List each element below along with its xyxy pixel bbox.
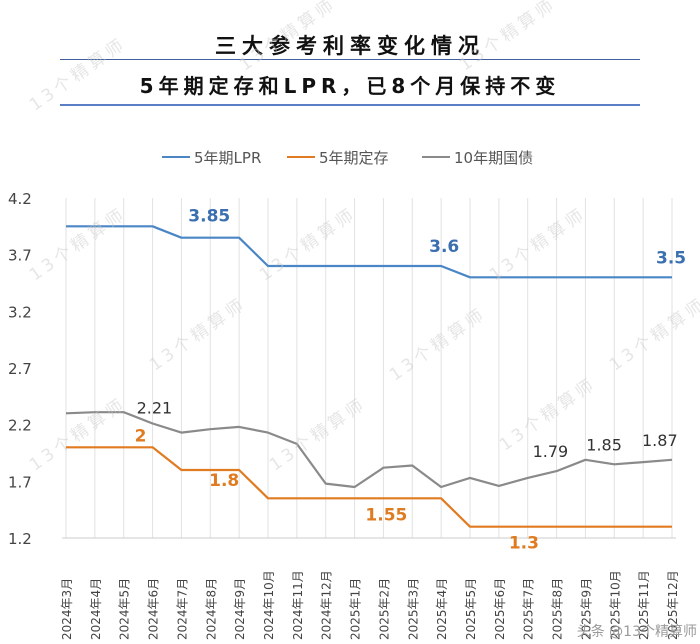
y-tick-label: 1.7	[8, 473, 32, 491]
x-tick-label: 2024年4月	[89, 578, 103, 640]
data-label: 2	[135, 426, 147, 446]
x-tick-label: 2025年12月	[666, 570, 680, 640]
title-divider	[60, 59, 640, 60]
x-tick-label: 2024年8月	[204, 578, 218, 640]
data-label: 1.55	[365, 505, 407, 525]
y-tick-label: 3.7	[8, 247, 32, 265]
x-tick-label: 2025年2月	[377, 578, 391, 640]
data-label: 1.3	[509, 534, 539, 554]
y-tick-label: 1.2	[8, 530, 32, 548]
x-tick-label: 2024年6月	[147, 578, 161, 640]
x-tick-label: 2025年8月	[551, 578, 565, 640]
x-tick-label: 2024年9月	[233, 578, 247, 640]
data-label: 1.8	[209, 471, 239, 491]
series-line-1	[66, 225, 672, 279]
x-tick-label: 2024年5月	[118, 578, 132, 640]
legend-label: 5年期定存	[319, 149, 389, 167]
x-tick-label: 2024年3月	[60, 578, 74, 640]
footer-credit: 头条 @13个精算师	[577, 623, 697, 640]
x-tick-label: 2024年10月	[262, 570, 276, 640]
x-tick-label: 2025年3月	[406, 578, 420, 640]
x-tick-label: 2024年12月	[320, 570, 334, 640]
y-tick-label: 4.2	[8, 190, 32, 208]
data-label: 3.5	[656, 248, 686, 268]
x-tick-label: 2025年9月	[579, 578, 593, 640]
x-tick-label: 2025年10月	[608, 570, 622, 640]
x-tick-label: 2025年5月	[464, 578, 478, 640]
x-tick-label: 2025年11月	[637, 570, 651, 640]
y-tick-label: 2.2	[8, 417, 32, 435]
x-tick-label: 2025年7月	[522, 578, 536, 640]
series-line-3	[65, 411, 673, 489]
data-label: 3.85	[188, 207, 230, 227]
data-label: 1.87	[642, 431, 678, 450]
x-tick-label: 2024年11月	[291, 570, 305, 640]
x-tick-label: 2025年6月	[493, 578, 507, 640]
data-label: 1.79	[533, 442, 569, 461]
data-label: 2.21	[137, 399, 173, 418]
legend-label: 10年期国债	[454, 149, 533, 167]
y-tick-label: 2.7	[8, 360, 32, 378]
legend-label: 5年期LPR	[194, 149, 261, 167]
data-label: 1.85	[586, 435, 622, 454]
x-tick-label: 2024年7月	[175, 578, 189, 640]
chart-title: 三大参考利率变化情况	[215, 34, 485, 58]
chart-subtitle: 5年期定存和LPR，已8个月保持不变	[139, 74, 561, 98]
subtitle-divider	[60, 104, 640, 106]
y-tick-label: 3.2	[8, 303, 32, 321]
series-line-2	[66, 446, 672, 528]
data-label: 3.6	[429, 237, 459, 257]
x-tick-label: 2025年4月	[435, 578, 449, 640]
x-tick-label: 2025年1月	[349, 578, 363, 640]
